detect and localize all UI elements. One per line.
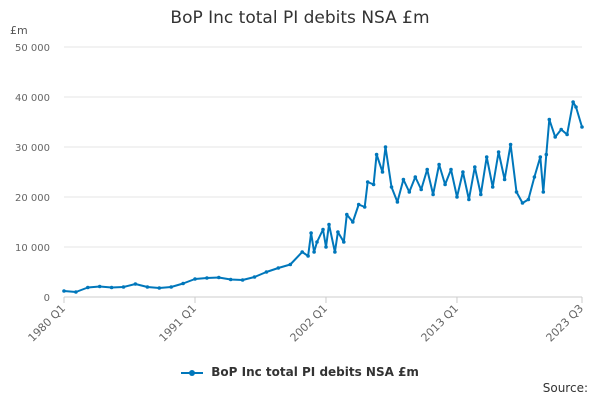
- data-point[interactable]: [252, 275, 257, 279]
- data-point[interactable]: [455, 195, 459, 199]
- data-point[interactable]: [288, 262, 293, 267]
- data-point[interactable]: [276, 266, 281, 270]
- data-point[interactable]: [395, 200, 400, 204]
- data-point[interactable]: [437, 162, 441, 167]
- data-point[interactable]: [181, 281, 185, 286]
- data-point[interactable]: [544, 152, 549, 157]
- data-point[interactable]: [571, 100, 575, 104]
- data-point[interactable]: [502, 177, 507, 182]
- data-point[interactable]: [333, 250, 337, 254]
- data-point[interactable]: [342, 240, 346, 244]
- x-axis: 1980 Q1 1991 Q1 2002 Q1 2013 Q1 2023 Q3: [26, 296, 587, 345]
- data-point[interactable]: [479, 192, 483, 197]
- data-point[interactable]: [315, 240, 319, 244]
- data-point[interactable]: [309, 231, 313, 235]
- data-point[interactable]: [484, 155, 489, 159]
- data-point[interactable]: [431, 192, 435, 197]
- data-point[interactable]: [413, 175, 418, 179]
- data-point[interactable]: [449, 167, 453, 172]
- y-tick-label: 10 000: [15, 243, 50, 254]
- y-tick-label: 0: [44, 293, 50, 304]
- x-tick-label: 2013 Q1: [419, 302, 462, 345]
- data-point[interactable]: [321, 227, 325, 232]
- data-point[interactable]: [565, 132, 569, 137]
- legend[interactable]: BoP Inc total PI debits NSA £m: [0, 365, 600, 379]
- data-point[interactable]: [300, 250, 305, 254]
- data-point[interactable]: [538, 155, 543, 159]
- data-point[interactable]: [407, 190, 412, 194]
- data-point[interactable]: [240, 278, 245, 282]
- data-point[interactable]: [365, 180, 370, 184]
- x-tick-label: 2002 Q1: [288, 302, 331, 345]
- data-point[interactable]: [217, 275, 221, 280]
- data-point[interactable]: [169, 285, 173, 289]
- data-point[interactable]: [473, 165, 477, 169]
- series-layer: [62, 100, 584, 294]
- data-point[interactable]: [351, 220, 355, 224]
- data-point[interactable]: [193, 277, 197, 281]
- legend-label: BoP Inc total PI debits NSA £m: [211, 365, 419, 379]
- y-tick-label: 50 000: [15, 43, 50, 54]
- data-point[interactable]: [547, 117, 552, 122]
- data-point[interactable]: [467, 197, 471, 202]
- data-point[interactable]: [389, 185, 394, 189]
- data-point[interactable]: [336, 230, 340, 234]
- data-point[interactable]: [490, 185, 495, 189]
- data-point[interactable]: [145, 285, 150, 289]
- data-point[interactable]: [553, 135, 557, 139]
- y-tick-label: 40 000: [15, 93, 50, 104]
- data-point[interactable]: [312, 250, 316, 254]
- data-point[interactable]: [574, 105, 578, 109]
- legend-marker-icon: [181, 368, 204, 378]
- data-point[interactable]: [383, 145, 388, 149]
- data-point[interactable]: [324, 245, 328, 249]
- chart-title: BoP Inc total PI debits NSA £m: [170, 8, 430, 28]
- gridlines: [64, 46, 582, 298]
- source-label: Source:: [542, 381, 588, 395]
- x-tick-label: 1991 Q1: [157, 302, 200, 345]
- data-point[interactable]: [520, 201, 525, 205]
- data-point[interactable]: [419, 187, 424, 192]
- data-point[interactable]: [228, 277, 233, 282]
- data-point[interactable]: [62, 289, 66, 293]
- data-point[interactable]: [264, 270, 269, 274]
- data-point[interactable]: [425, 167, 430, 172]
- data-point[interactable]: [443, 182, 447, 187]
- data-point[interactable]: [514, 190, 519, 194]
- data-point[interactable]: [306, 254, 310, 258]
- data-point[interactable]: [86, 285, 90, 290]
- data-point[interactable]: [74, 290, 78, 294]
- data-point[interactable]: [526, 197, 531, 202]
- data-point[interactable]: [496, 150, 501, 154]
- data-point[interactable]: [157, 286, 162, 290]
- data-point[interactable]: [121, 285, 126, 289]
- data-point[interactable]: [97, 284, 102, 289]
- data-point[interactable]: [580, 125, 584, 129]
- data-point[interactable]: [461, 170, 465, 174]
- y-tick-label: 30 000: [15, 143, 50, 154]
- data-point[interactable]: [508, 142, 513, 147]
- data-point[interactable]: [380, 170, 385, 174]
- data-point[interactable]: [371, 182, 376, 187]
- x-tick-label: 2023 Q3: [544, 302, 587, 345]
- data-point[interactable]: [559, 127, 563, 132]
- data-point[interactable]: [109, 285, 114, 290]
- x-tick-label: 1980 Q1: [26, 302, 69, 345]
- data-point[interactable]: [356, 202, 361, 207]
- data-point[interactable]: [345, 212, 349, 217]
- data-point[interactable]: [541, 190, 546, 194]
- data-point[interactable]: [362, 205, 367, 209]
- data-point[interactable]: [532, 175, 537, 179]
- data-point[interactable]: [205, 276, 209, 280]
- data-point[interactable]: [374, 152, 379, 157]
- data-point[interactable]: [327, 222, 331, 227]
- y-axis-unit-label: £m: [10, 24, 28, 37]
- y-axis-ticks: 0 10 000 20 000 30 000 40 000 50 000: [15, 43, 50, 304]
- data-point[interactable]: [401, 177, 406, 182]
- y-tick-label: 20 000: [15, 193, 50, 204]
- data-point[interactable]: [133, 282, 138, 286]
